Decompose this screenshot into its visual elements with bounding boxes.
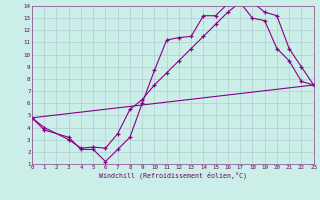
X-axis label: Windchill (Refroidissement éolien,°C): Windchill (Refroidissement éolien,°C) (99, 172, 247, 179)
